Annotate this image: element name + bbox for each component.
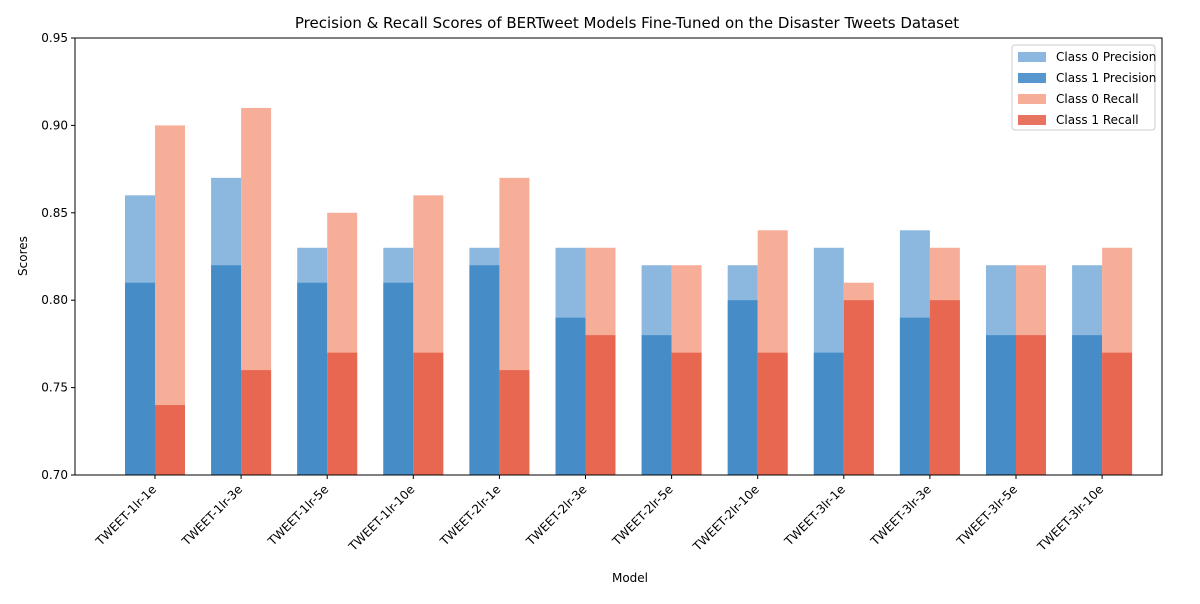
bar-class-1-precision-11 [1072, 335, 1103, 475]
y-tick-label: 0.80 [41, 293, 68, 307]
bar-class-1-precision-3 [383, 282, 414, 475]
bar-class-1-recall-5 [585, 335, 616, 475]
bar-class-1-recall-7 [757, 352, 788, 475]
axes-frame [74, 37, 1163, 476]
x-axis-label: Model [612, 571, 648, 585]
bars-layer [125, 107, 1133, 476]
y-tick-label: 0.95 [41, 31, 68, 45]
bar-class-1-precision-7 [727, 300, 758, 475]
bar-class-1-recall-0 [155, 405, 185, 475]
y-axis: 0.70 0.75 0.80 0.85 0.90 0.95 [41, 31, 75, 482]
bar-class-1-precision-8 [813, 352, 844, 475]
bar-class-1-precision-5 [555, 317, 586, 475]
bar-class-1-precision-10 [986, 335, 1016, 475]
bar-class-1-precision-1 [211, 265, 242, 475]
bar-class-1-recall-9 [929, 300, 960, 475]
bar-class-1-recall-2 [327, 352, 358, 475]
legend-swatch-class-0-precision [1018, 52, 1046, 62]
y-tick-label: 0.70 [41, 468, 68, 482]
bar-class-1-recall-8 [843, 300, 874, 475]
chart-title: Precision & Recall Scores of BERTweet Mo… [295, 14, 959, 32]
legend-swatch-class-1-precision [1018, 73, 1046, 83]
bar-class-1-recall-6 [671, 352, 702, 475]
legend-label-class-1-recall: Class 1 Recall [1056, 113, 1139, 127]
legend-label-class-1-precision: Class 1 Precision [1056, 71, 1156, 85]
bar-class-1-recall-11 [1102, 352, 1133, 475]
bar-class-1-precision-2 [297, 282, 328, 475]
legend-box [1011, 44, 1156, 131]
y-axis-label: Scores [16, 236, 30, 276]
y-tick-label: 0.90 [41, 118, 68, 132]
bar-class-1-recall-10 [1016, 335, 1046, 475]
y-tick-label: 0.85 [41, 206, 68, 220]
legend-swatch-class-0-recall [1018, 94, 1046, 104]
bar-class-1-precision-9 [899, 317, 930, 475]
bar-class-1-recall-4 [499, 370, 530, 475]
y-tick-label: 0.75 [41, 381, 68, 395]
legend-label-class-0-precision: Class 0 Precision [1056, 50, 1156, 64]
legend-swatch-class-1-recall [1018, 115, 1046, 125]
bar-class-1-precision-6 [641, 335, 672, 475]
bar-class-1-precision-0 [125, 282, 155, 475]
legend: Class 0 Precision Class 1 Precision Class … [1011, 44, 1156, 131]
bar-class-1-recall-3 [413, 352, 444, 475]
legend-label-class-0-recall: Class 0 Recall [1056, 92, 1139, 106]
bar-class-1-precision-4 [469, 265, 500, 475]
bar-class-1-recall-1 [241, 370, 272, 475]
